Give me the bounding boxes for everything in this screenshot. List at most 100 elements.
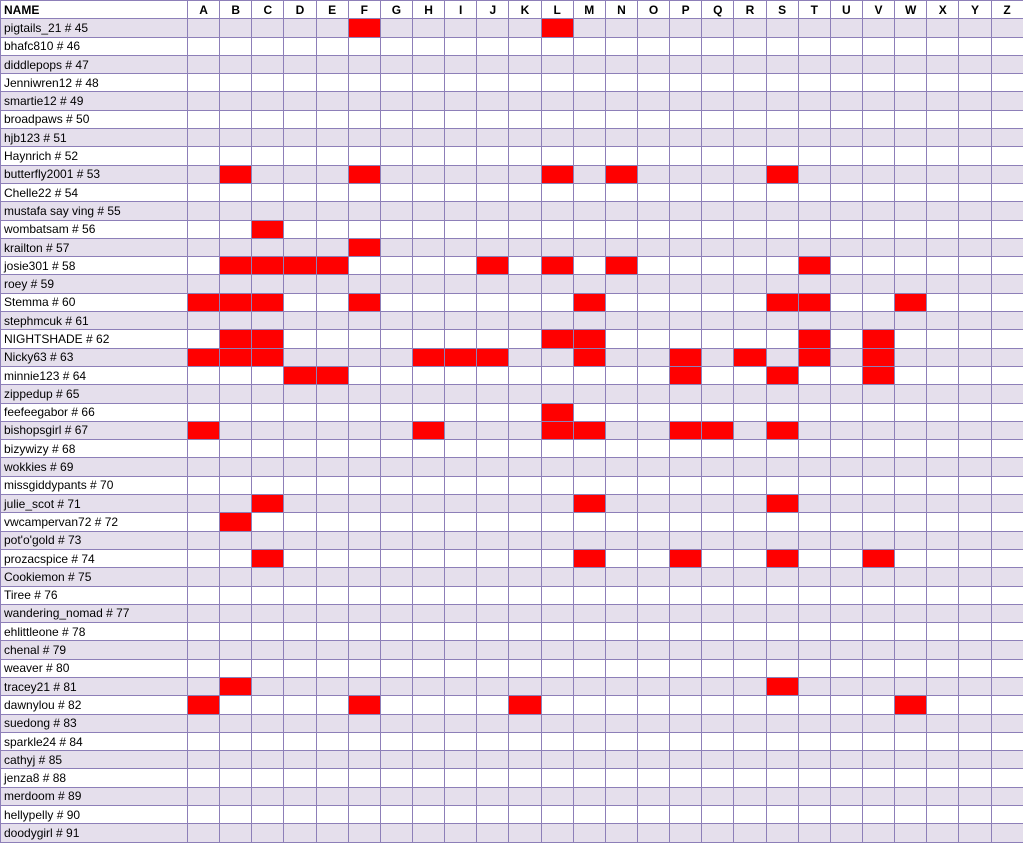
grid-cell-m[interactable] (572, 18, 606, 38)
grid-cell-e[interactable] (315, 676, 349, 697)
grid-cell-q[interactable] (701, 201, 735, 221)
grid-cell-y[interactable] (958, 658, 992, 678)
marked-cell-l[interactable] (540, 420, 574, 441)
grid-cell-p[interactable] (669, 658, 703, 678)
grid-cell-u[interactable] (829, 146, 863, 166)
grid-cell-n[interactable] (604, 91, 638, 111)
grid-cell-s[interactable] (765, 274, 799, 294)
row-name-cell[interactable]: missgiddypants # 70 (0, 475, 188, 496)
grid-cell-o[interactable] (636, 128, 671, 148)
grid-cell-i[interactable] (444, 805, 478, 825)
grid-cell-v[interactable] (861, 786, 896, 807)
grid-cell-y[interactable] (958, 402, 992, 422)
grid-cell-e[interactable] (315, 201, 349, 221)
grid-cell-s[interactable] (765, 786, 799, 807)
grid-cell-a[interactable] (186, 640, 221, 660)
grid-cell-i[interactable] (444, 713, 478, 733)
grid-cell-q[interactable] (701, 292, 735, 313)
marked-cell-d[interactable] (283, 256, 317, 276)
grid-cell-x[interactable] (926, 768, 960, 788)
grid-cell-m[interactable] (572, 713, 606, 733)
grid-cell-h[interactable] (411, 128, 446, 148)
grid-cell-r[interactable] (733, 567, 767, 587)
grid-cell-p[interactable] (669, 91, 703, 111)
grid-cell-j[interactable] (476, 182, 510, 203)
grid-cell-h[interactable] (411, 786, 446, 807)
grid-cell-k[interactable] (508, 201, 542, 221)
grid-cell-g[interactable] (379, 786, 413, 807)
grid-cell-k[interactable] (508, 402, 542, 422)
grid-cell-n[interactable] (604, 676, 638, 697)
grid-cell-g[interactable] (379, 805, 413, 825)
grid-cell-l[interactable] (540, 54, 574, 75)
marked-cell-a[interactable] (186, 347, 221, 367)
grid-cell-l[interactable] (540, 384, 574, 404)
grid-cell-f[interactable] (347, 786, 381, 807)
grid-cell-m[interactable] (572, 786, 606, 807)
grid-cell-s[interactable] (765, 347, 799, 367)
grid-cell-h[interactable] (411, 823, 446, 843)
grid-cell-p[interactable] (669, 676, 703, 697)
marked-cell-b[interactable] (219, 256, 253, 276)
marked-cell-r[interactable] (733, 347, 767, 367)
grid-cell-p[interactable] (669, 750, 703, 770)
grid-cell-f[interactable] (347, 512, 381, 532)
grid-cell-z[interactable] (990, 237, 1023, 258)
grid-cell-c[interactable] (251, 420, 285, 441)
grid-cell-b[interactable] (219, 311, 253, 331)
grid-cell-n[interactable] (604, 530, 638, 550)
grid-cell-m[interactable] (572, 311, 606, 331)
grid-cell-q[interactable] (701, 73, 735, 93)
grid-cell-t[interactable] (797, 91, 831, 111)
grid-cell-u[interactable] (829, 713, 863, 733)
grid-cell-u[interactable] (829, 18, 863, 38)
marked-cell-c[interactable] (251, 494, 285, 514)
grid-cell-r[interactable] (733, 146, 767, 166)
grid-cell-v[interactable] (861, 109, 896, 130)
grid-cell-n[interactable] (604, 146, 638, 166)
grid-cell-i[interactable] (444, 164, 478, 184)
grid-cell-m[interactable] (572, 567, 606, 587)
grid-cell-a[interactable] (186, 805, 221, 825)
grid-cell-b[interactable] (219, 713, 253, 733)
grid-cell-i[interactable] (444, 603, 478, 624)
row-name-cell[interactable]: suedong # 83 (0, 713, 188, 733)
grid-cell-f[interactable] (347, 439, 381, 459)
grid-cell-l[interactable] (540, 750, 574, 770)
grid-cell-z[interactable] (990, 658, 1023, 678)
grid-cell-d[interactable] (283, 676, 317, 697)
grid-cell-x[interactable] (926, 658, 960, 678)
grid-cell-d[interactable] (283, 805, 317, 825)
grid-cell-o[interactable] (636, 475, 671, 496)
grid-cell-v[interactable] (861, 530, 896, 550)
grid-cell-i[interactable] (444, 256, 478, 276)
row-name-cell[interactable]: hjb123 # 51 (0, 128, 188, 148)
marked-cell-b[interactable] (219, 512, 253, 532)
grid-cell-n[interactable] (604, 823, 638, 843)
grid-cell-r[interactable] (733, 54, 767, 75)
grid-cell-a[interactable] (186, 548, 221, 569)
grid-cell-o[interactable] (636, 823, 671, 843)
grid-cell-t[interactable] (797, 695, 831, 715)
grid-cell-r[interactable] (733, 475, 767, 496)
grid-cell-l[interactable] (540, 640, 574, 660)
grid-cell-m[interactable] (572, 256, 606, 276)
grid-cell-m[interactable] (572, 201, 606, 221)
grid-cell-k[interactable] (508, 311, 542, 331)
row-name-cell[interactable]: weaver # 80 (0, 658, 188, 678)
grid-cell-v[interactable] (861, 494, 896, 514)
grid-cell-o[interactable] (636, 384, 671, 404)
grid-cell-r[interactable] (733, 695, 767, 715)
grid-cell-y[interactable] (958, 18, 992, 38)
grid-cell-e[interactable] (315, 420, 349, 441)
grid-cell-o[interactable] (636, 292, 671, 313)
grid-cell-y[interactable] (958, 311, 992, 331)
grid-cell-e[interactable] (315, 219, 349, 239)
grid-cell-y[interactable] (958, 786, 992, 807)
grid-cell-l[interactable] (540, 109, 574, 130)
marked-cell-m[interactable] (572, 347, 606, 367)
grid-cell-v[interactable] (861, 164, 896, 184)
grid-cell-d[interactable] (283, 54, 317, 75)
marked-cell-l[interactable] (540, 164, 574, 184)
grid-cell-x[interactable] (926, 475, 960, 496)
